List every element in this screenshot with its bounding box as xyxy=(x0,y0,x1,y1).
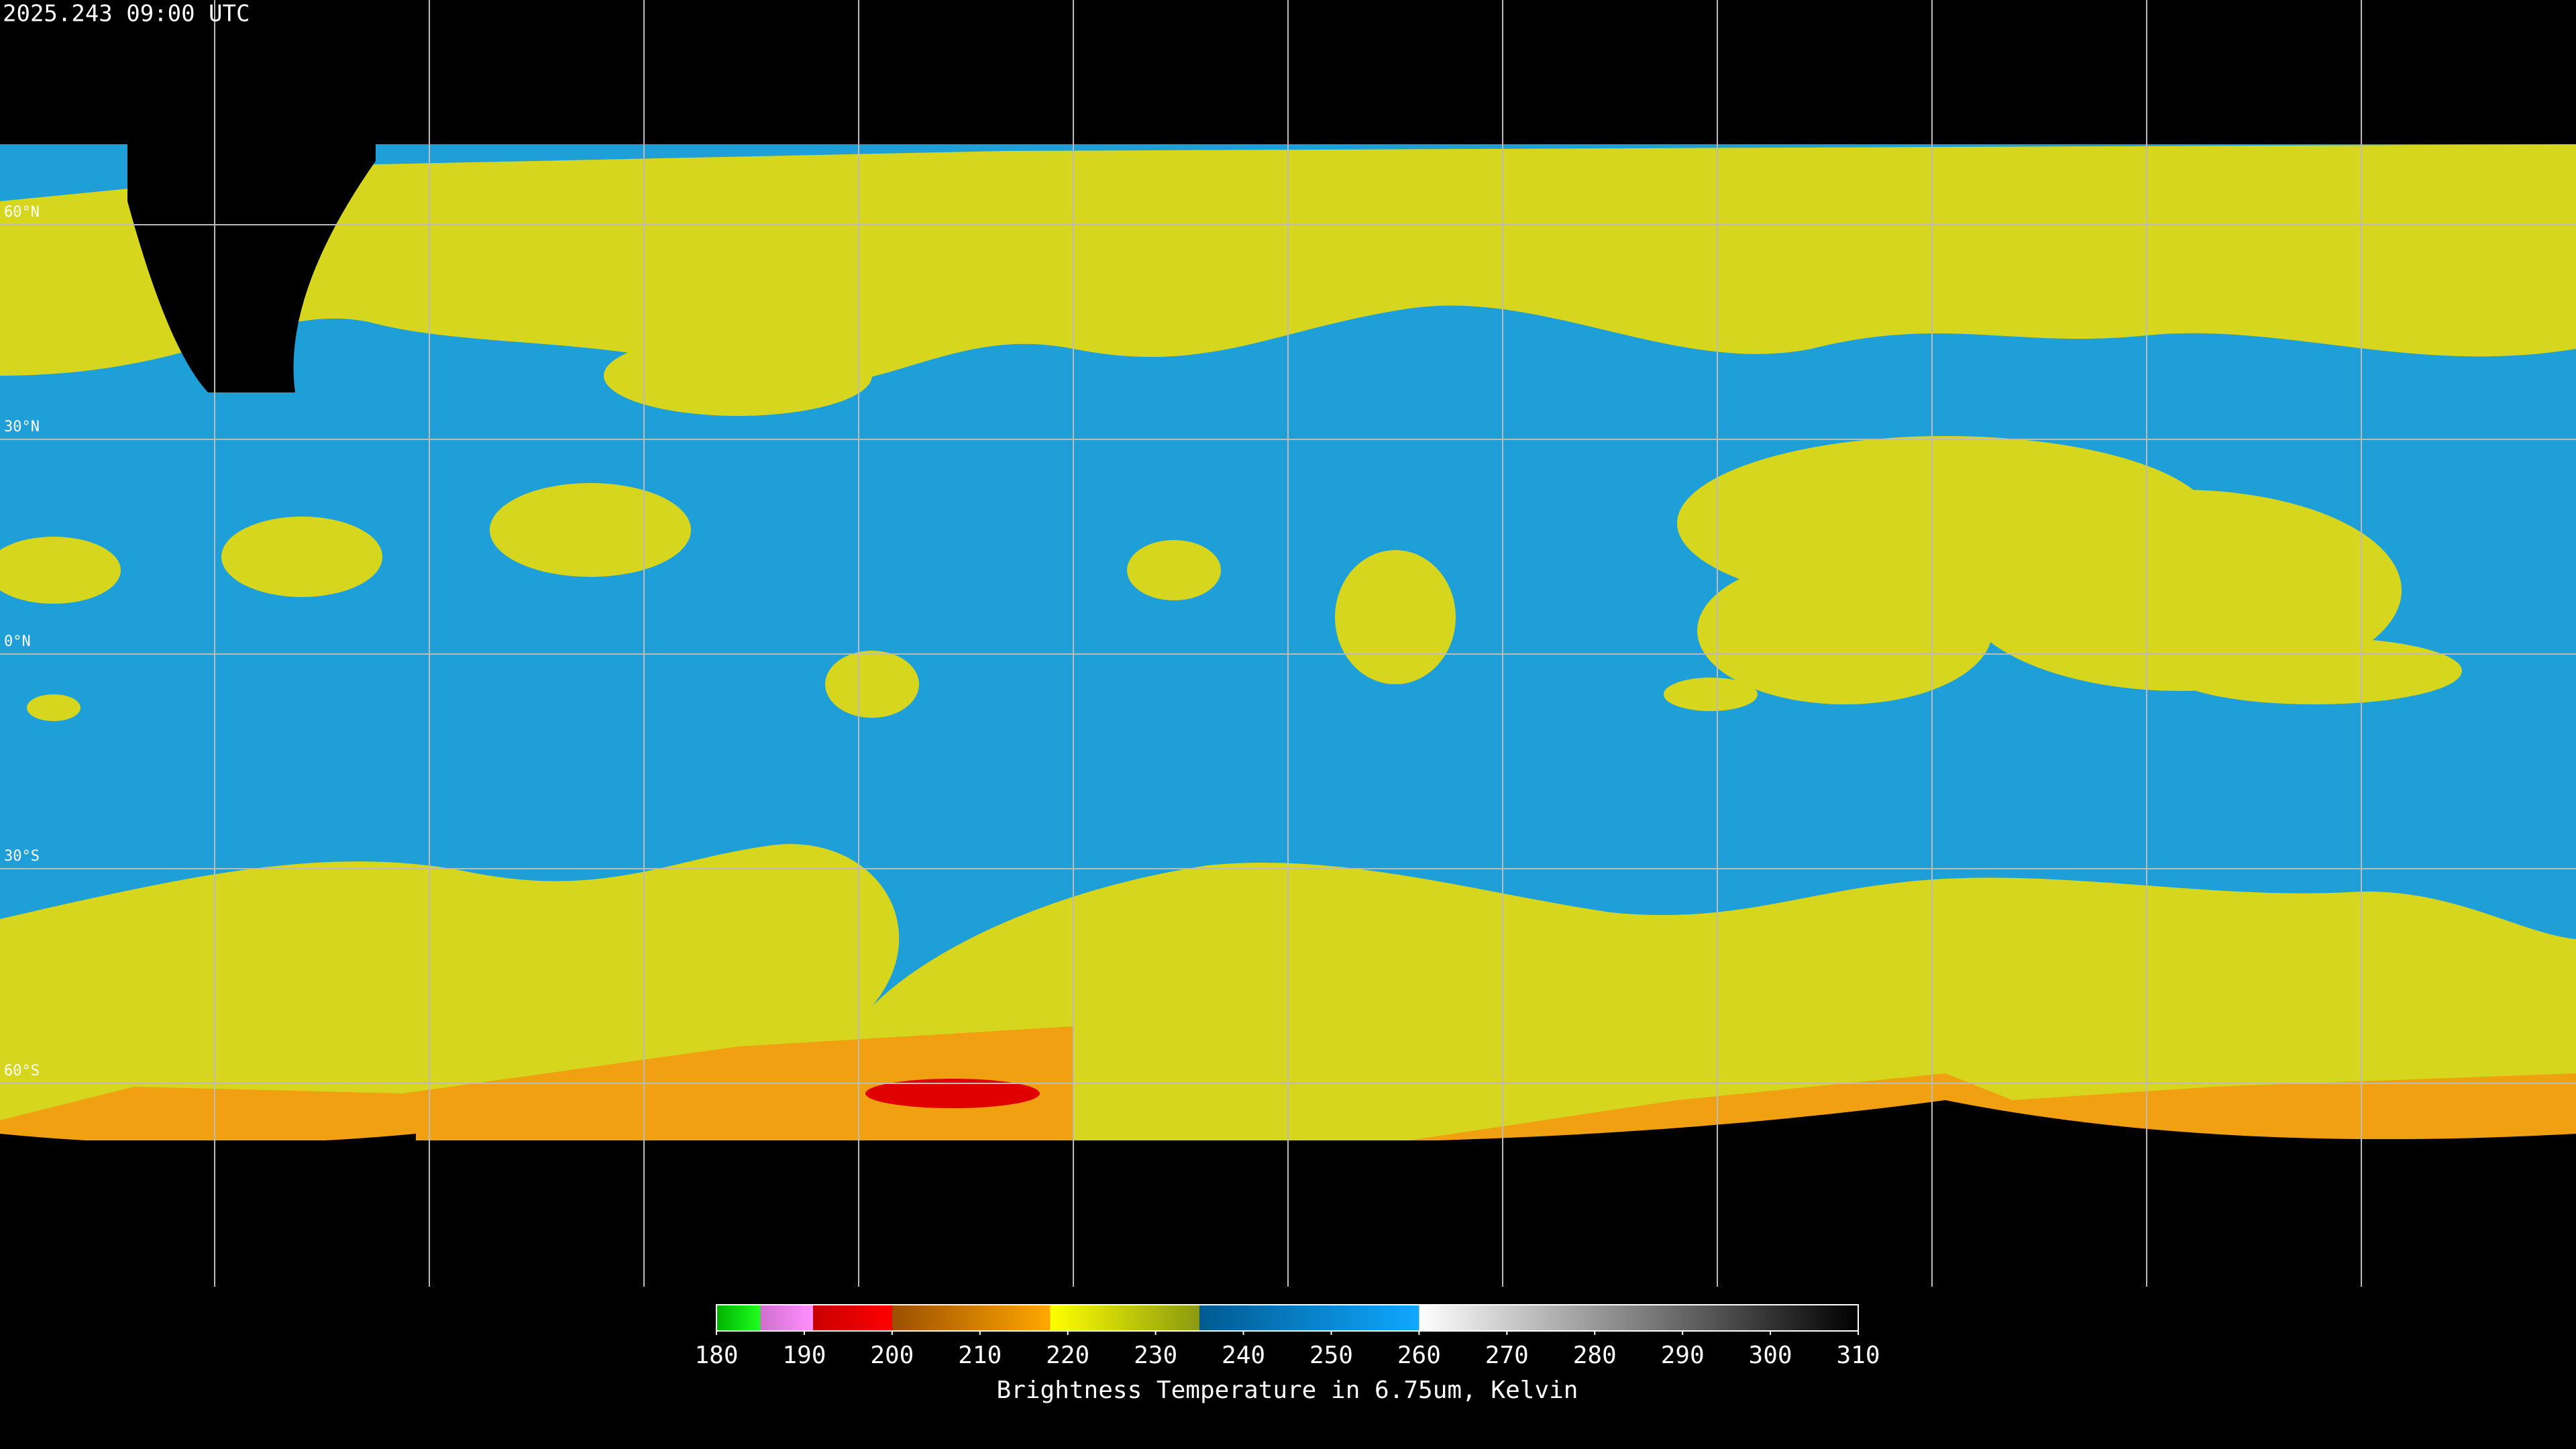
colorbar-tick-label: 200 xyxy=(870,1342,914,1369)
colorbar-segment xyxy=(716,1305,761,1331)
latitude-label: 0°N xyxy=(4,633,31,650)
timestamp: 2025.243 09:00 UTC xyxy=(3,1,250,28)
cloud xyxy=(1664,678,1758,711)
latitude-label: 60°N xyxy=(4,204,40,221)
cloud xyxy=(1697,557,1992,704)
colorbar-tick-label: 230 xyxy=(1134,1342,1177,1369)
colorbar: 180 190 200 210 220 230 240 250 260 270 280 290 300 3… xyxy=(694,1304,1880,1404)
colorbar-tick-label: 270 xyxy=(1485,1342,1529,1369)
cloud xyxy=(0,537,121,604)
latitude-label: 30°N xyxy=(4,419,40,435)
tropical-clouds xyxy=(0,335,2462,721)
latitude-label: 60°S xyxy=(4,1063,40,1079)
colorbar-tick-label: 240 xyxy=(1222,1342,1265,1369)
latitude-label: 30°S xyxy=(4,848,40,865)
colorbar-tick-label: 180 xyxy=(694,1342,738,1369)
cloud xyxy=(27,694,80,721)
colorbar-segment xyxy=(1050,1305,1200,1331)
colorbar-tick-label: 280 xyxy=(1573,1342,1617,1369)
colorbar-segment xyxy=(813,1305,892,1331)
cloud xyxy=(825,651,919,718)
colorbar-segment xyxy=(1199,1305,1419,1331)
colorbar-tick-label: 190 xyxy=(782,1342,826,1369)
colorbar-tick-label: 220 xyxy=(1046,1342,1089,1369)
colorbar-frame xyxy=(716,1304,1859,1332)
colorbar-title: Brightness Temperature in 6.75um, Kelvin xyxy=(997,1377,1578,1404)
colorbar-segment xyxy=(892,1305,1051,1331)
colorbar-tick-label: 300 xyxy=(1749,1342,1792,1369)
colorbar-tick-label: 290 xyxy=(1661,1342,1705,1369)
colorbar-segment xyxy=(1419,1305,1858,1331)
graticule: 60°N 30°N 0°N 30°S 60°S xyxy=(0,0,2576,1287)
colorbar-tick-label: 250 xyxy=(1309,1342,1353,1369)
cloud xyxy=(1127,540,1221,600)
colorbar-tick-label: 310 xyxy=(1836,1342,1880,1369)
cloud xyxy=(2167,637,2462,704)
cloud xyxy=(221,517,382,597)
colorbar-tick-label: 260 xyxy=(1397,1342,1441,1369)
colorbar-tick-label: 210 xyxy=(958,1342,1002,1369)
cloud xyxy=(1335,550,1456,684)
cloud xyxy=(490,483,691,577)
cloud xyxy=(604,335,872,416)
colorbar-segment xyxy=(760,1305,814,1331)
coldest-region xyxy=(865,1079,1040,1108)
data-gap xyxy=(127,0,376,392)
